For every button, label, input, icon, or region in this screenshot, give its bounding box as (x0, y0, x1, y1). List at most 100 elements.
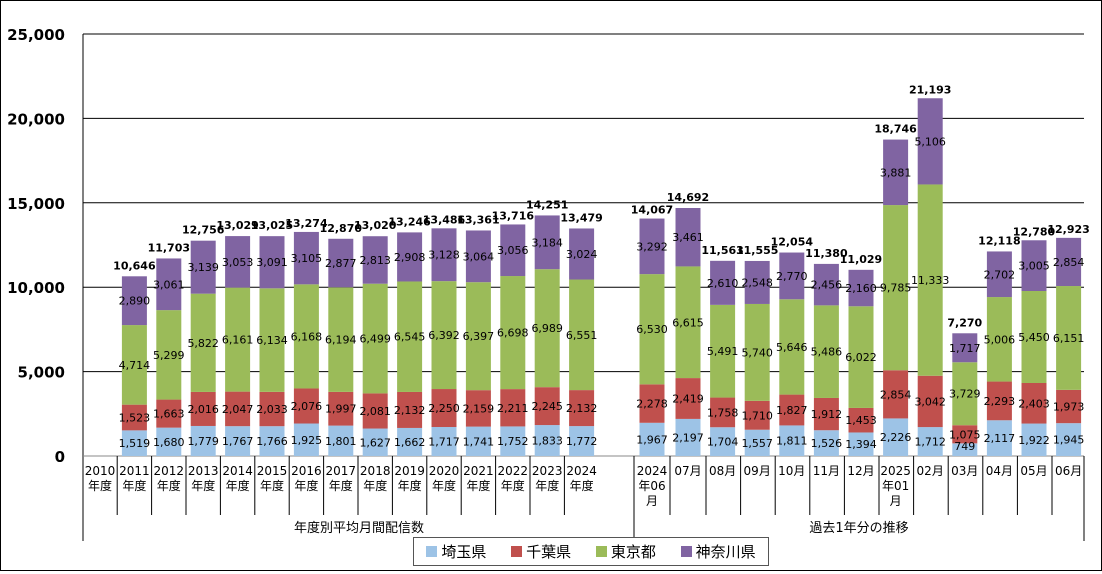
bar-segment (190, 293, 216, 392)
total-label: 13,361 (457, 213, 499, 226)
y-tick-label: 5,000 (18, 364, 65, 382)
data-label: 3,881 (880, 166, 912, 179)
bar-segment (500, 389, 526, 427)
data-label: 1,967 (636, 433, 668, 446)
bar-segment (465, 426, 491, 456)
total-label: 13,486 (423, 213, 466, 226)
bar-segment (1056, 237, 1082, 287)
data-label: 1,922 (1018, 434, 1050, 447)
data-label: 1,519 (119, 437, 151, 450)
bar-segment (259, 288, 285, 392)
bar-segment (1021, 240, 1047, 291)
data-label: 1,801 (325, 435, 357, 448)
data-label: 3,061 (153, 278, 185, 291)
data-label: 2,813 (359, 254, 391, 267)
bar-segment (1021, 290, 1047, 383)
data-label: 1,712 (914, 436, 946, 449)
group-label: 過去1年分の推移 (809, 521, 908, 536)
data-label: 749 (954, 440, 975, 453)
bar-segment (328, 287, 354, 392)
x-tick-label: 年度 (88, 478, 112, 493)
bar-segment (431, 427, 457, 456)
data-label: 1,717 (428, 436, 460, 449)
data-label: 2,548 (741, 276, 773, 289)
x-tick-label: 年度 (329, 478, 353, 493)
bar-segment (779, 299, 805, 395)
legend-label: 埼玉県 (441, 543, 487, 561)
y-tick-label: 25,000 (7, 26, 65, 44)
x-tick-label: 2018 (360, 464, 391, 478)
total-label: 13,025 (251, 219, 293, 232)
legend-swatch (511, 546, 523, 557)
bar-segment (848, 306, 874, 408)
data-label: 6,134 (256, 334, 288, 347)
legend-item: 埼玉県 (426, 541, 486, 562)
bar-segment (397, 232, 423, 282)
data-label: 5,299 (153, 349, 185, 362)
bar-segment (328, 391, 354, 426)
bar-segment (883, 370, 909, 419)
bar-segment (362, 283, 388, 394)
bar-segment (431, 389, 457, 428)
x-tick-label: 年度 (157, 478, 181, 493)
bar-segment (848, 407, 874, 433)
x-tick-label: 2022 (498, 464, 529, 478)
x-tick-label: 年度 (226, 478, 250, 493)
bar-segment (121, 325, 147, 405)
bar-segment (813, 305, 839, 398)
bar-segment (397, 281, 423, 392)
x-tick-label: 11月 (813, 464, 840, 478)
data-label: 3,729 (949, 388, 981, 401)
data-label: 1,912 (811, 408, 843, 421)
x-tick-label: 2011 (119, 464, 150, 478)
total-label: 11,555 (736, 244, 778, 257)
bar-segment (465, 230, 491, 283)
data-label: 2,877 (325, 257, 357, 270)
data-label: 1,925 (291, 434, 323, 447)
x-tick-label: 2021 (463, 464, 494, 478)
bar-segment (362, 428, 388, 456)
data-label: 6,161 (222, 334, 254, 347)
total-label: 13,246 (388, 215, 431, 228)
group-label: 年度別平均月間配信数 (294, 520, 424, 536)
bar-segment (225, 236, 251, 288)
data-label: 2,081 (359, 405, 391, 418)
bar-segment (156, 427, 182, 456)
bar-segment (779, 394, 805, 426)
legend-label: 神奈川県 (695, 543, 756, 561)
bar-segment (848, 269, 874, 307)
data-label: 1,394 (845, 438, 877, 451)
data-label: 2,076 (291, 400, 323, 413)
data-label: 1,766 (256, 435, 288, 448)
data-label: 5,822 (187, 337, 219, 350)
data-label: 2,132 (394, 404, 426, 417)
data-label: 2,702 (984, 268, 1016, 281)
bar-segment (675, 418, 701, 456)
bar-segment (848, 432, 874, 456)
data-label: 6,397 (463, 330, 495, 343)
y-tick-label: 0 (55, 448, 65, 466)
total-label: 12,923 (1047, 223, 1089, 236)
data-label: 1,772 (566, 435, 598, 448)
data-label: 6,194 (325, 334, 357, 347)
data-label: 4,714 (119, 359, 151, 372)
data-label: 2,226 (880, 431, 912, 444)
data-label: 6,545 (394, 331, 426, 344)
x-tick-label: 2016 (291, 464, 322, 478)
bar-segment (952, 425, 978, 444)
bar-segment (952, 362, 978, 426)
total-label: 13,479 (560, 211, 602, 224)
data-label: 5,450 (1018, 331, 1050, 344)
total-label: 11,380 (805, 247, 848, 260)
legend-label: 東京都 (610, 543, 656, 561)
bar-segment (813, 263, 839, 306)
data-label: 5,491 (707, 345, 739, 358)
data-label: 1,453 (845, 414, 877, 427)
x-tick-label: 2017 (326, 464, 357, 478)
bar-segment (917, 184, 943, 376)
data-label: 3,064 (463, 250, 495, 263)
bar-segment (710, 260, 736, 305)
data-label: 3,024 (566, 248, 598, 261)
bar-segment (883, 418, 909, 456)
bar-segment (1021, 382, 1047, 424)
